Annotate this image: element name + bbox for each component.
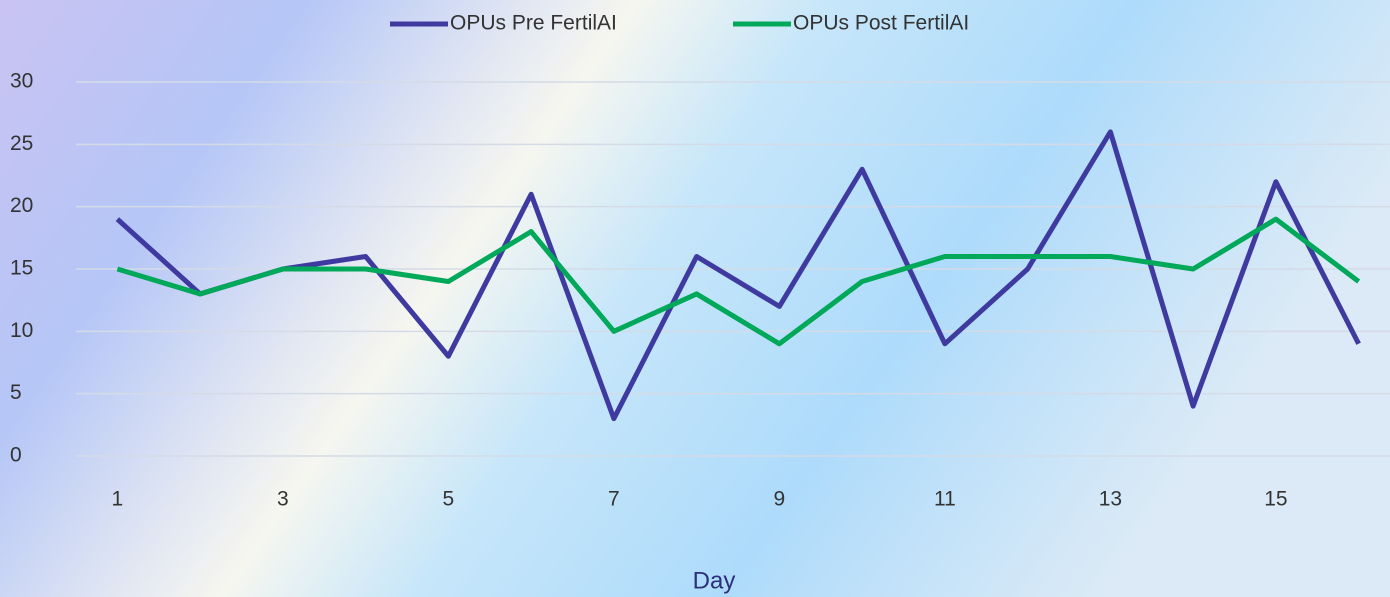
y-tick-label: 30 — [10, 70, 33, 93]
y-tick-label: 15 — [10, 257, 33, 280]
x-tick-label: 9 — [774, 488, 786, 511]
x-tick-label: 7 — [608, 488, 620, 511]
legend-label: OPUs Pre FertilAI — [450, 12, 617, 35]
legend-label: OPUs Post FertilAI — [793, 12, 969, 35]
x-tick-label: 13 — [1099, 488, 1122, 511]
y-tick-label: 10 — [10, 319, 33, 342]
x-tick-label: 11 — [934, 488, 956, 511]
y-tick-label: 5 — [10, 381, 22, 404]
x-tick-label: 1 — [112, 488, 124, 511]
x-tick-label: 5 — [443, 488, 455, 511]
data-line — [115, 129, 1361, 422]
data-line — [116, 216, 1361, 347]
y-tick-label: 20 — [10, 194, 33, 217]
y-tick-label: 0 — [10, 444, 22, 467]
x-tick-label: 3 — [277, 488, 289, 511]
x-tick-label: 15 — [1264, 488, 1287, 511]
y-tick-label: 25 — [10, 132, 33, 155]
x-axis-title: Day — [693, 567, 736, 594]
